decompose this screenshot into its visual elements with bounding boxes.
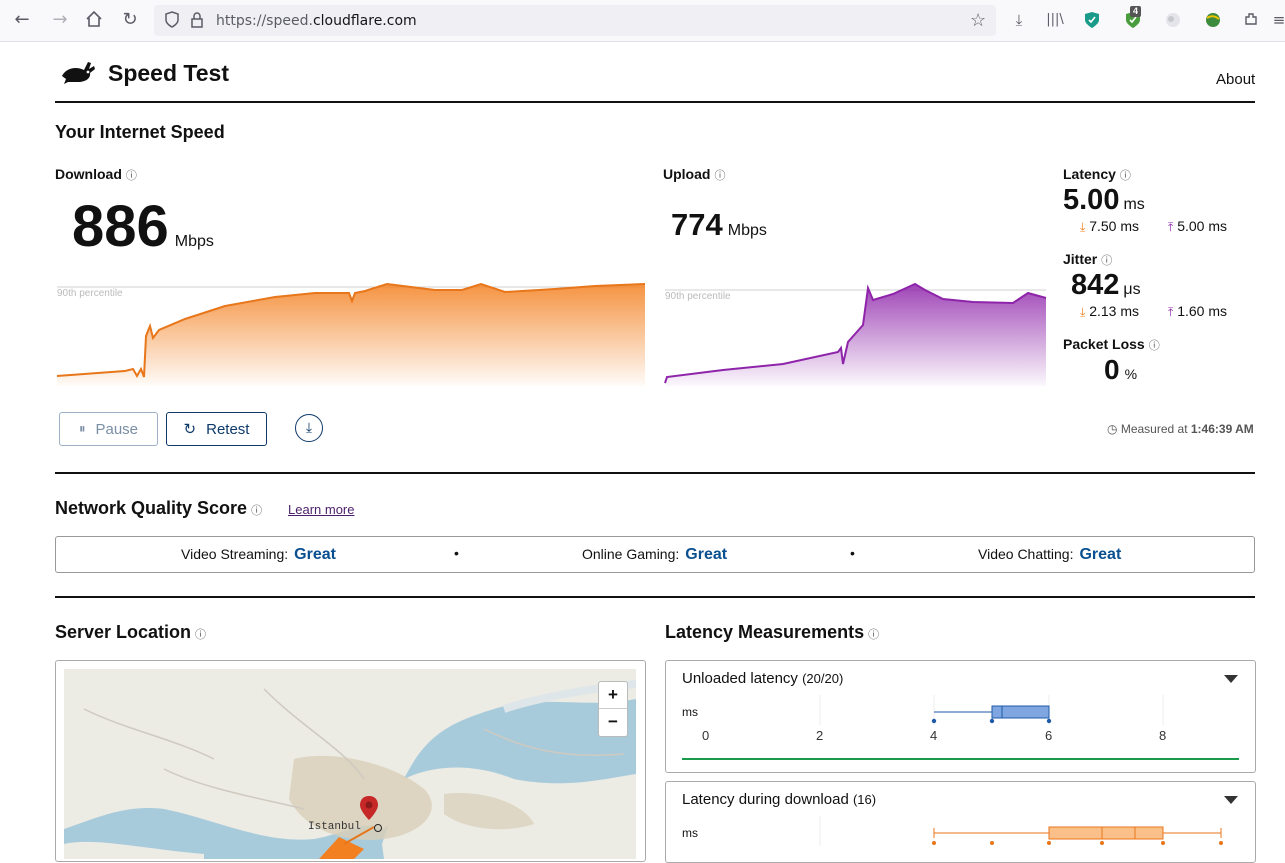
back-arrow-icon[interactable]: ← — [14, 9, 30, 30]
download-percentile-label: 90th percentile — [57, 288, 123, 299]
latency-measurements-title: Latency Measurements ⓘ — [665, 622, 880, 642]
speed-section-title: Your Internet Speed — [55, 122, 225, 142]
latency-label: Latency ⓘ — [1063, 166, 1131, 182]
section-divider — [55, 596, 1255, 598]
upload-arrow-icon: ⤒ — [1168, 305, 1174, 319]
axis-tick: 0 — [702, 728, 710, 743]
download-latency-panel: Latency during download (16) ms — [665, 781, 1256, 863]
browser-toolbar: ← → ↻ https://speed.cloudflare.com ☆ ⤓ |… — [0, 0, 1285, 42]
zoom-out-button[interactable]: − — [608, 712, 618, 731]
latency-upload: ⤒ 5.00 ms — [1168, 218, 1228, 234]
axis-tick: 4 — [930, 728, 938, 743]
jitter-upload: ⤒ 1.60 ms — [1168, 303, 1228, 319]
latency-unit-label: ms — [682, 826, 698, 840]
retest-icon: ↻ — [183, 420, 197, 438]
chevron-down-icon[interactable] — [1224, 675, 1238, 683]
library-icon[interactable]: |||\ — [1046, 12, 1064, 27]
unloaded-latency-header[interactable]: Unloaded latency (20/20) — [682, 670, 844, 687]
separator-dot: • — [454, 545, 459, 561]
axis-tick: 2 — [816, 728, 824, 743]
latency-value: 5.00 ms — [1063, 184, 1145, 216]
about-link[interactable]: About — [1216, 71, 1256, 88]
download-latency-header[interactable]: Latency during download (16) — [682, 791, 877, 808]
upload-label: Upload ⓘ — [663, 166, 726, 182]
download-area — [57, 284, 645, 386]
map-pin-icon[interactable] — [359, 795, 379, 826]
upload-chart — [664, 282, 1047, 386]
pause-icon: ⏸ — [78, 421, 86, 437]
latency-unit-label: ms — [682, 705, 698, 719]
separator-dot: • — [850, 545, 855, 561]
zoom-in-button[interactable]: + — [599, 682, 627, 709]
jitter-download: ⤓ 2.13 ms — [1080, 303, 1140, 319]
download-value: 886 Mbps — [72, 194, 214, 259]
map-panel: Istanbul + − — [55, 660, 646, 862]
download-results-icon[interactable]: ⤓ — [295, 414, 323, 442]
download-chart — [56, 282, 646, 386]
reload-icon[interactable]: ↻ — [122, 9, 138, 30]
download-latency-boxplot — [819, 816, 1223, 846]
menu-icon[interactable]: ≡ — [1272, 11, 1285, 29]
online-gaming-score: Online Gaming: Great — [582, 546, 728, 563]
download-arrow-icon: ⤓ — [1080, 220, 1086, 234]
extensions-icon[interactable] — [1242, 11, 1260, 29]
packet-loss-label: Packet Loss ⓘ — [1063, 336, 1160, 352]
jitter-value: 842 μs — [1071, 269, 1141, 301]
site-title: Speed Test — [108, 60, 229, 86]
unloaded-latency-panel: Unloaded latency (20/20) ms 0 2 4 6 8 — [665, 660, 1256, 773]
rabbit-logo-icon — [58, 56, 98, 91]
forward-arrow-icon[interactable]: → — [52, 9, 68, 30]
info-icon[interactable]: ⓘ — [1148, 339, 1160, 352]
map-city-label: Istanbul — [308, 821, 361, 833]
chevron-down-icon[interactable] — [1224, 796, 1238, 804]
download-label: Download ⓘ — [55, 166, 137, 182]
extension-puzzle-icon[interactable] — [1164, 11, 1182, 29]
info-icon[interactable]: ⓘ — [714, 169, 726, 182]
city-dot-icon — [374, 824, 382, 832]
info-icon[interactable]: ⓘ — [195, 628, 207, 641]
address-bar[interactable]: https://speed.cloudflare.com ☆ — [154, 5, 996, 36]
upload-arrow-icon: ⤒ — [1168, 220, 1174, 234]
url-text[interactable]: https://speed.cloudflare.com — [216, 13, 417, 29]
retest-button[interactable]: ↻ Retest — [166, 412, 267, 446]
extension-badge: 4 — [1130, 6, 1142, 17]
learn-more-link[interactable]: Learn more — [288, 502, 355, 517]
download-arrow-icon: ⤓ — [1080, 305, 1086, 319]
info-icon[interactable]: ⓘ — [868, 628, 880, 641]
info-icon[interactable]: ⓘ — [1101, 254, 1113, 267]
axis-tick: 6 — [1045, 728, 1053, 743]
axis-tick: 8 — [1159, 728, 1167, 743]
jitter-label: Jitter ⓘ — [1063, 251, 1113, 267]
latency-download: ⤓ 7.50 ms — [1080, 218, 1140, 234]
unloaded-boxplot — [682, 695, 1239, 760]
bookmark-star-icon[interactable]: ☆ — [970, 10, 987, 30]
upload-line — [664, 282, 1047, 384]
measured-at: ◷ Measured at 1:46:39 AM — [1107, 422, 1254, 436]
header-divider — [55, 101, 1255, 103]
video-chatting-score: Video Chatting: Great — [978, 546, 1122, 563]
lock-icon[interactable] — [190, 11, 204, 34]
upload-value: 774 Mbps — [671, 207, 767, 242]
map-zoom-controls: + − — [598, 681, 628, 737]
upload-percentile-label: 90th percentile — [665, 291, 731, 302]
download-line — [56, 282, 646, 379]
info-icon[interactable]: ⓘ — [1119, 169, 1131, 182]
privacy-shield-extension-icon[interactable] — [1083, 11, 1101, 29]
network-quality-title: Network Quality Score ⓘ — [55, 498, 263, 518]
info-icon[interactable]: ⓘ — [125, 169, 137, 182]
info-icon[interactable]: ⓘ — [251, 504, 263, 517]
network-quality-box: Video Streaming: Great • Online Gaming: Gr… — [55, 536, 1255, 573]
server-location-title: Server Location ⓘ — [55, 622, 207, 642]
pause-button[interactable]: ⏸ Pause — [59, 412, 158, 446]
clock-icon: ◷ — [1107, 422, 1118, 436]
packet-loss-value: 0% — [1104, 354, 1138, 385]
globe-extension-icon[interactable] — [1204, 11, 1222, 29]
shield-icon[interactable] — [164, 11, 180, 34]
downloads-icon[interactable]: ⤓ — [1015, 11, 1023, 29]
home-icon[interactable] — [84, 10, 104, 30]
video-streaming-score: Video Streaming: Great — [181, 546, 336, 563]
section-divider — [55, 472, 1255, 474]
